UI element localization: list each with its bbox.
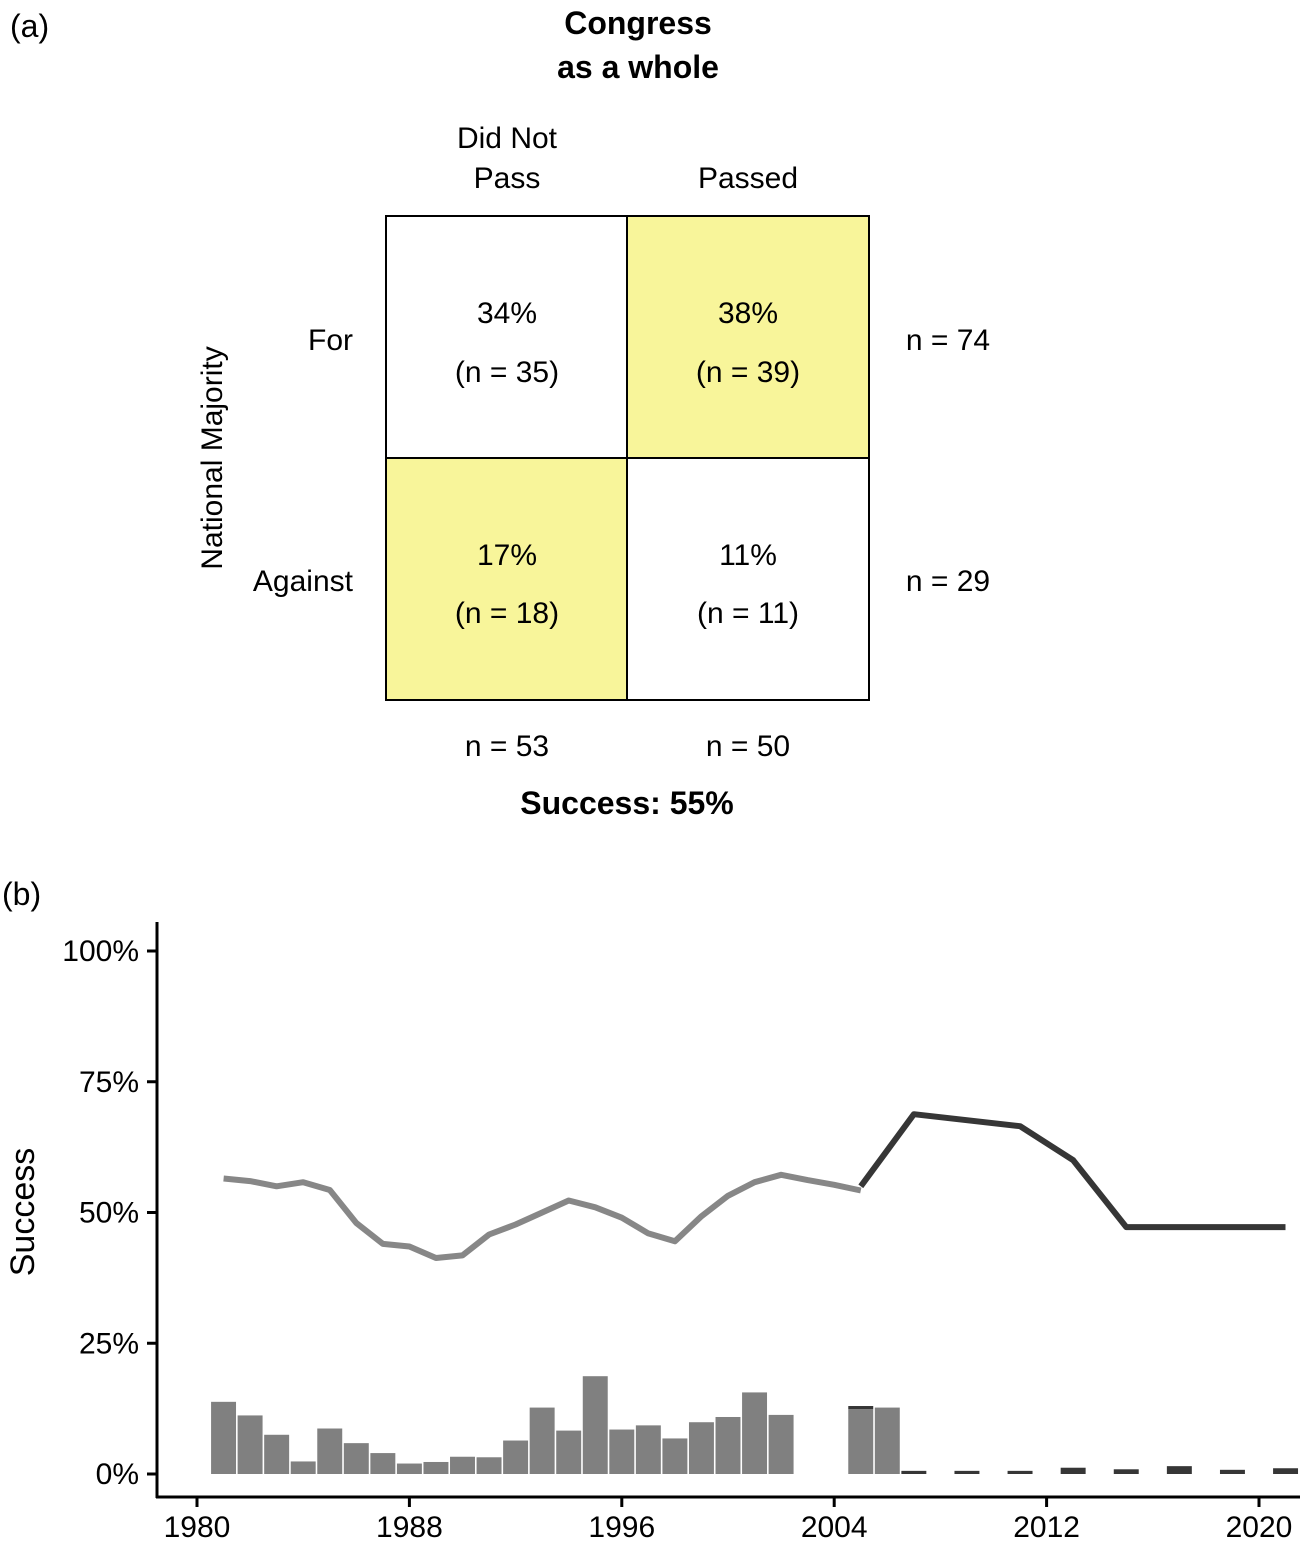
- col-header-did-not-pass-line1: Did Not: [457, 122, 558, 155]
- bar-dark: [1007, 1470, 1033, 1474]
- bar-light: [343, 1443, 369, 1474]
- cell-for-did-not-pass-n: (n = 35): [455, 356, 559, 389]
- bar-light: [476, 1457, 502, 1474]
- bar-light: [768, 1414, 794, 1474]
- bar-light: [211, 1401, 237, 1474]
- cell-against-passed-n: (n = 11): [697, 597, 799, 630]
- bar-light: [609, 1429, 635, 1474]
- cell-against-passed-pct: 11%: [719, 539, 777, 572]
- x-tick-label: 2012: [1013, 1511, 1080, 1544]
- bar-light: [556, 1430, 582, 1474]
- panel-a-title-line1: Congress: [564, 5, 712, 41]
- cell-against-did-not-pass-n: (n = 18): [455, 597, 559, 630]
- x-tick-label: 1988: [376, 1511, 443, 1544]
- row-label-against: Against: [253, 565, 354, 598]
- panel-b-label: (b): [2, 876, 41, 912]
- bar-dark: [1166, 1466, 1192, 1474]
- y-tick-label: 25%: [79, 1327, 139, 1360]
- bar-light: [423, 1461, 449, 1474]
- panel-a: (a) Congress as a whole Did Not Pass Pas…: [10, 5, 990, 821]
- bar-dark: [1273, 1468, 1299, 1474]
- bar-dark: [954, 1470, 980, 1474]
- cell-for-passed-pct: 38%: [718, 297, 778, 330]
- col-header-did-not-pass-line2: Pass: [474, 162, 541, 195]
- bars-layer: [211, 1376, 1299, 1474]
- bar-dark: [1060, 1467, 1086, 1474]
- cell-against-did-not-pass: [385, 457, 628, 701]
- bar-dark: [848, 1406, 874, 1410]
- bar-light: [715, 1416, 741, 1474]
- cell-against-passed: [626, 457, 870, 701]
- col-header-passed: Passed: [698, 162, 798, 195]
- bar-light: [317, 1428, 343, 1474]
- bar-light: [688, 1422, 714, 1474]
- x-tick-label: 1980: [164, 1511, 231, 1544]
- bar-light: [237, 1415, 263, 1474]
- bar-light: [874, 1407, 900, 1474]
- row-label-for: For: [308, 324, 353, 357]
- bar-dark: [1219, 1469, 1245, 1474]
- panel-b: (b) Success 1980 1988 1996 2004 2012 2020 0% 25…: [2, 876, 1300, 1544]
- bar-light: [290, 1461, 316, 1474]
- bar-light: [529, 1407, 555, 1474]
- bar-light: [582, 1376, 608, 1474]
- col-total-passed: n = 50: [706, 730, 790, 763]
- bar-light: [662, 1438, 688, 1474]
- bar-light: [848, 1409, 874, 1474]
- y-tick-label: 50%: [79, 1197, 139, 1230]
- bar-light: [264, 1434, 290, 1474]
- panel-a-title-line2: as a whole: [557, 49, 719, 85]
- success-summary: Success: 55%: [520, 785, 733, 821]
- series-line-2: [858, 1111, 1286, 1231]
- x-tick-label: 2004: [801, 1511, 868, 1544]
- cell-against-did-not-pass-pct: 17%: [477, 539, 537, 572]
- col-total-did-not-pass: n = 53: [465, 730, 549, 763]
- bar-light: [635, 1425, 661, 1474]
- cell-for-passed-n: (n = 39): [696, 356, 800, 389]
- bar-dark: [1113, 1469, 1139, 1474]
- series-line-1: [223, 1171, 862, 1261]
- lines-layer: [223, 1111, 1286, 1261]
- row-total-for: n = 74: [906, 324, 990, 357]
- row-axis-label: National Majority: [196, 346, 229, 569]
- y-tick-label: 0%: [96, 1458, 139, 1491]
- bar-light: [503, 1440, 529, 1474]
- x-tick-label: 1996: [588, 1511, 655, 1544]
- ticks-layer: 1980 1988 1996 2004 2012 2020 0% 25% 50% 75% 100%: [62, 935, 1292, 1544]
- x-tick-label: 2020: [1226, 1511, 1293, 1544]
- cell-for-passed: [626, 215, 870, 459]
- y-tick-label: 100%: [62, 935, 139, 968]
- cell-for-did-not-pass-pct: 34%: [477, 297, 537, 330]
- bar-light: [742, 1392, 768, 1474]
- y-axis-title: Success: [4, 1148, 42, 1277]
- bar-light: [450, 1456, 475, 1474]
- y-tick-label: 75%: [79, 1066, 139, 1099]
- panel-a-label: (a): [10, 8, 49, 44]
- bar-dark: [901, 1470, 927, 1474]
- bar-light: [370, 1453, 396, 1474]
- row-total-against: n = 29: [906, 565, 990, 598]
- cell-for-did-not-pass: [385, 215, 628, 459]
- bar-light: [396, 1463, 422, 1474]
